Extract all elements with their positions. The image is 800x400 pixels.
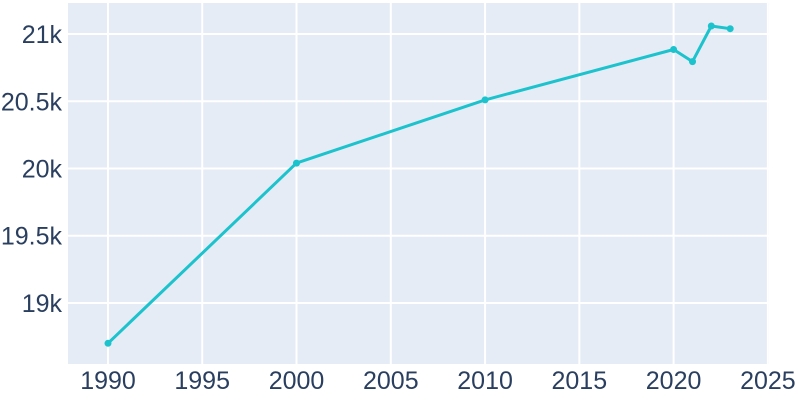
data-point-marker — [104, 339, 112, 347]
data-point-marker — [707, 22, 715, 30]
x-tick-label: 2000 — [269, 367, 325, 395]
y-tick-label: 19.5k — [1, 223, 63, 251]
x-tick-label: 2025 — [740, 367, 796, 395]
y-tick-label: 20.5k — [1, 88, 63, 116]
x-tick-label: 2020 — [646, 367, 702, 395]
data-point-marker — [689, 58, 696, 66]
data-point-marker — [481, 96, 489, 104]
data-point-marker — [293, 159, 300, 167]
x-tick-label: 1990 — [80, 367, 136, 395]
x-tick-label: 1995 — [174, 367, 230, 395]
x-tick-label: 2015 — [551, 367, 607, 395]
plot-area — [68, 3, 769, 364]
x-tick-label: 2005 — [363, 367, 419, 395]
x-tick-label: 2010 — [457, 367, 513, 395]
y-tick-label: 19k — [22, 290, 63, 318]
data-point-marker — [726, 25, 734, 33]
data-point-marker — [670, 46, 678, 53]
y-tick-label: 21k — [22, 21, 63, 49]
y-tick-label: 20k — [22, 156, 63, 184]
